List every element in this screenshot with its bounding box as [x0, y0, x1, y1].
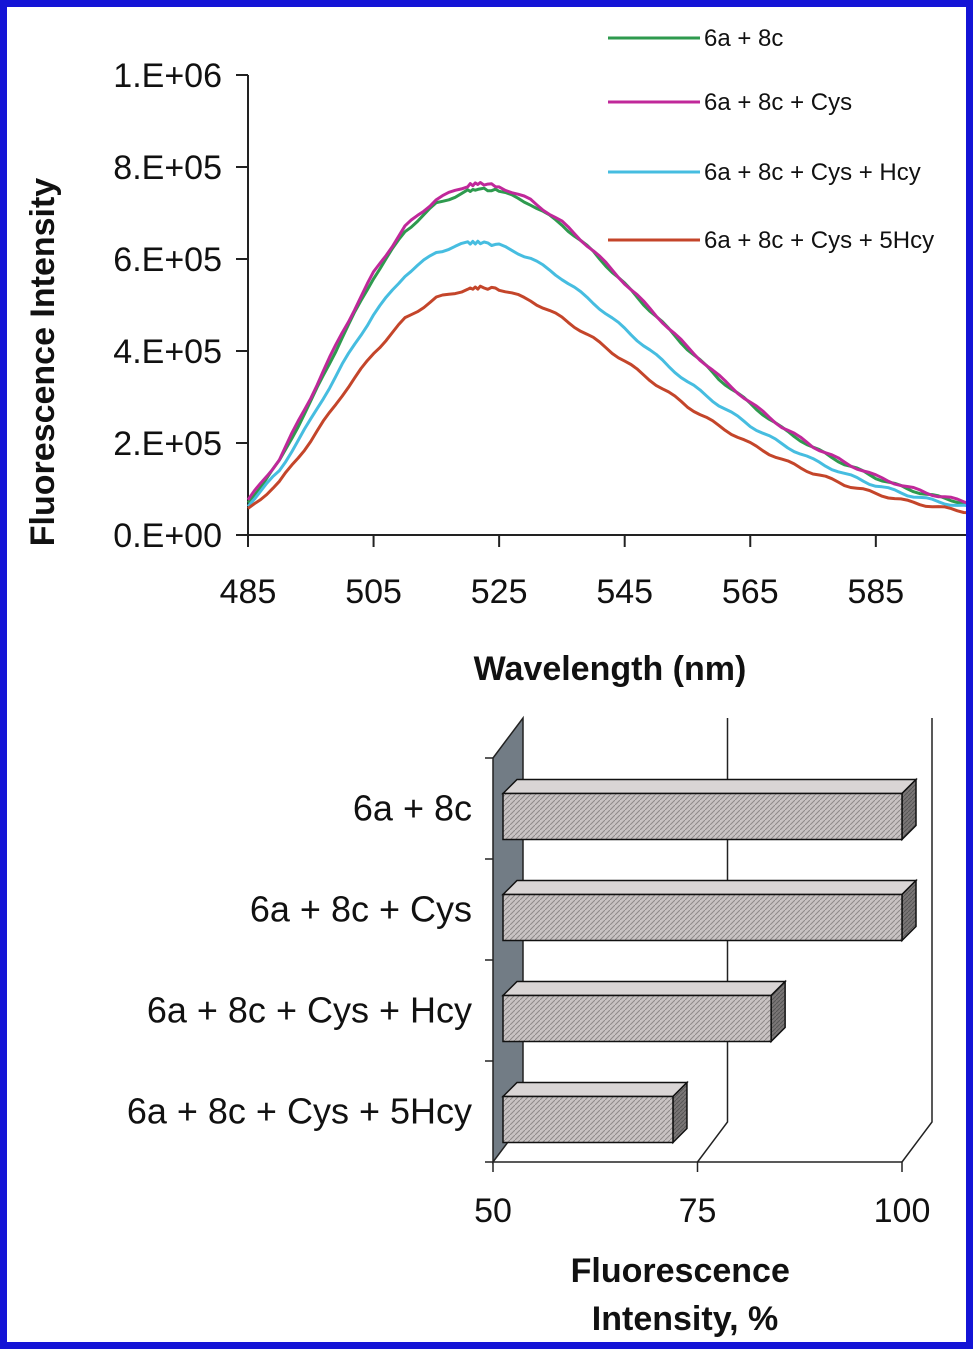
line-chart-axes — [247, 75, 970, 536]
x-tick-label: 525 — [471, 573, 528, 611]
bar-x-tick-label: 50 — [474, 1192, 512, 1230]
bar — [501, 777, 918, 842]
legend-label: 6a + 8c + Cys — [704, 89, 852, 116]
bar-front-face — [502, 994, 772, 1043]
category-label: 6a + 8c + Cys + Hcy — [147, 990, 472, 1031]
bar-gridline — [901, 718, 933, 1163]
figure-canvas: Fluorescence Intensity Wavelength (nm) 0… — [24, 25, 971, 1338]
bar-x-tick-label: 100 — [874, 1192, 931, 1230]
bar-front-face — [502, 1095, 674, 1144]
x-tick-label: 545 — [596, 573, 653, 611]
x-tick-label: 485 — [220, 573, 277, 611]
y-tick-label: 4.E+05 — [113, 333, 222, 371]
x-tick-label: 565 — [722, 573, 779, 611]
series-line — [246, 181, 971, 506]
legend-label: 6a + 8c + Cys + Hcy — [704, 159, 921, 186]
series-line — [246, 239, 971, 508]
x-axis-title: Wavelength (nm) — [474, 650, 747, 688]
bar-chart-ticks: 50 75 100 — [474, 1162, 930, 1230]
y-tick-label: 1.E+06 — [113, 57, 222, 95]
bar-x-axis-title-line2: Intensity, % — [592, 1300, 778, 1338]
line-chart-ticks: 0.E+00 2.E+05 4.E+05 6.E+05 8.E+05 1.E+06 485 5… — [113, 57, 904, 611]
x-tick-label: 585 — [847, 573, 904, 611]
bar — [501, 878, 918, 943]
y-tick-label: 0.E+00 — [113, 517, 222, 555]
category-label: 6a + 8c — [353, 788, 472, 829]
bar-front-face — [502, 893, 903, 942]
bar-x-tick-label: 75 — [679, 1192, 717, 1230]
legend-label: 6a + 8c — [704, 25, 783, 52]
y-tick-label: 8.E+05 — [113, 149, 222, 187]
line-chart-series — [246, 181, 971, 515]
bar-x-axis-title-line1: Fluorescence — [571, 1252, 790, 1290]
bar-chart: 50 75 100 6a + 8c 6a + 8c + Cys 6a + 8c + Cy… — [127, 715, 933, 1338]
bar-chart-bars — [501, 777, 918, 1145]
bar — [501, 979, 787, 1044]
series-line — [247, 284, 971, 515]
bar-chart-categories: 6a + 8c 6a + 8c + Cys 6a + 8c + Cys + Hcy 6… — [127, 788, 472, 1132]
bar-x-axis-title: Fluorescence Intensity, % — [571, 1252, 800, 1338]
legend: 6a + 8c 6a + 8c + Cys 6a + 8c + Cys + Hcy 6… — [608, 25, 934, 254]
bar-top-face — [501, 980, 787, 997]
bar-front-face — [502, 792, 903, 841]
bar — [501, 1080, 689, 1145]
y-axis-title: Fluorescence Intensity — [24, 178, 62, 547]
bar-top-face — [501, 879, 918, 896]
legend-label: 6a + 8c + Cys + 5Hcy — [704, 227, 934, 254]
y-tick-label: 6.E+05 — [113, 241, 222, 279]
line-chart: Fluorescence Intensity Wavelength (nm) 0… — [24, 25, 971, 688]
bar-top-face — [501, 778, 918, 795]
bar-gridline — [696, 718, 729, 1163]
bar-top-face — [501, 1081, 689, 1098]
category-label: 6a + 8c + Cys — [250, 889, 472, 930]
category-label: 6a + 8c + Cys + 5Hcy — [127, 1091, 472, 1132]
y-tick-label: 2.E+05 — [113, 425, 222, 463]
x-tick-label: 505 — [345, 573, 402, 611]
